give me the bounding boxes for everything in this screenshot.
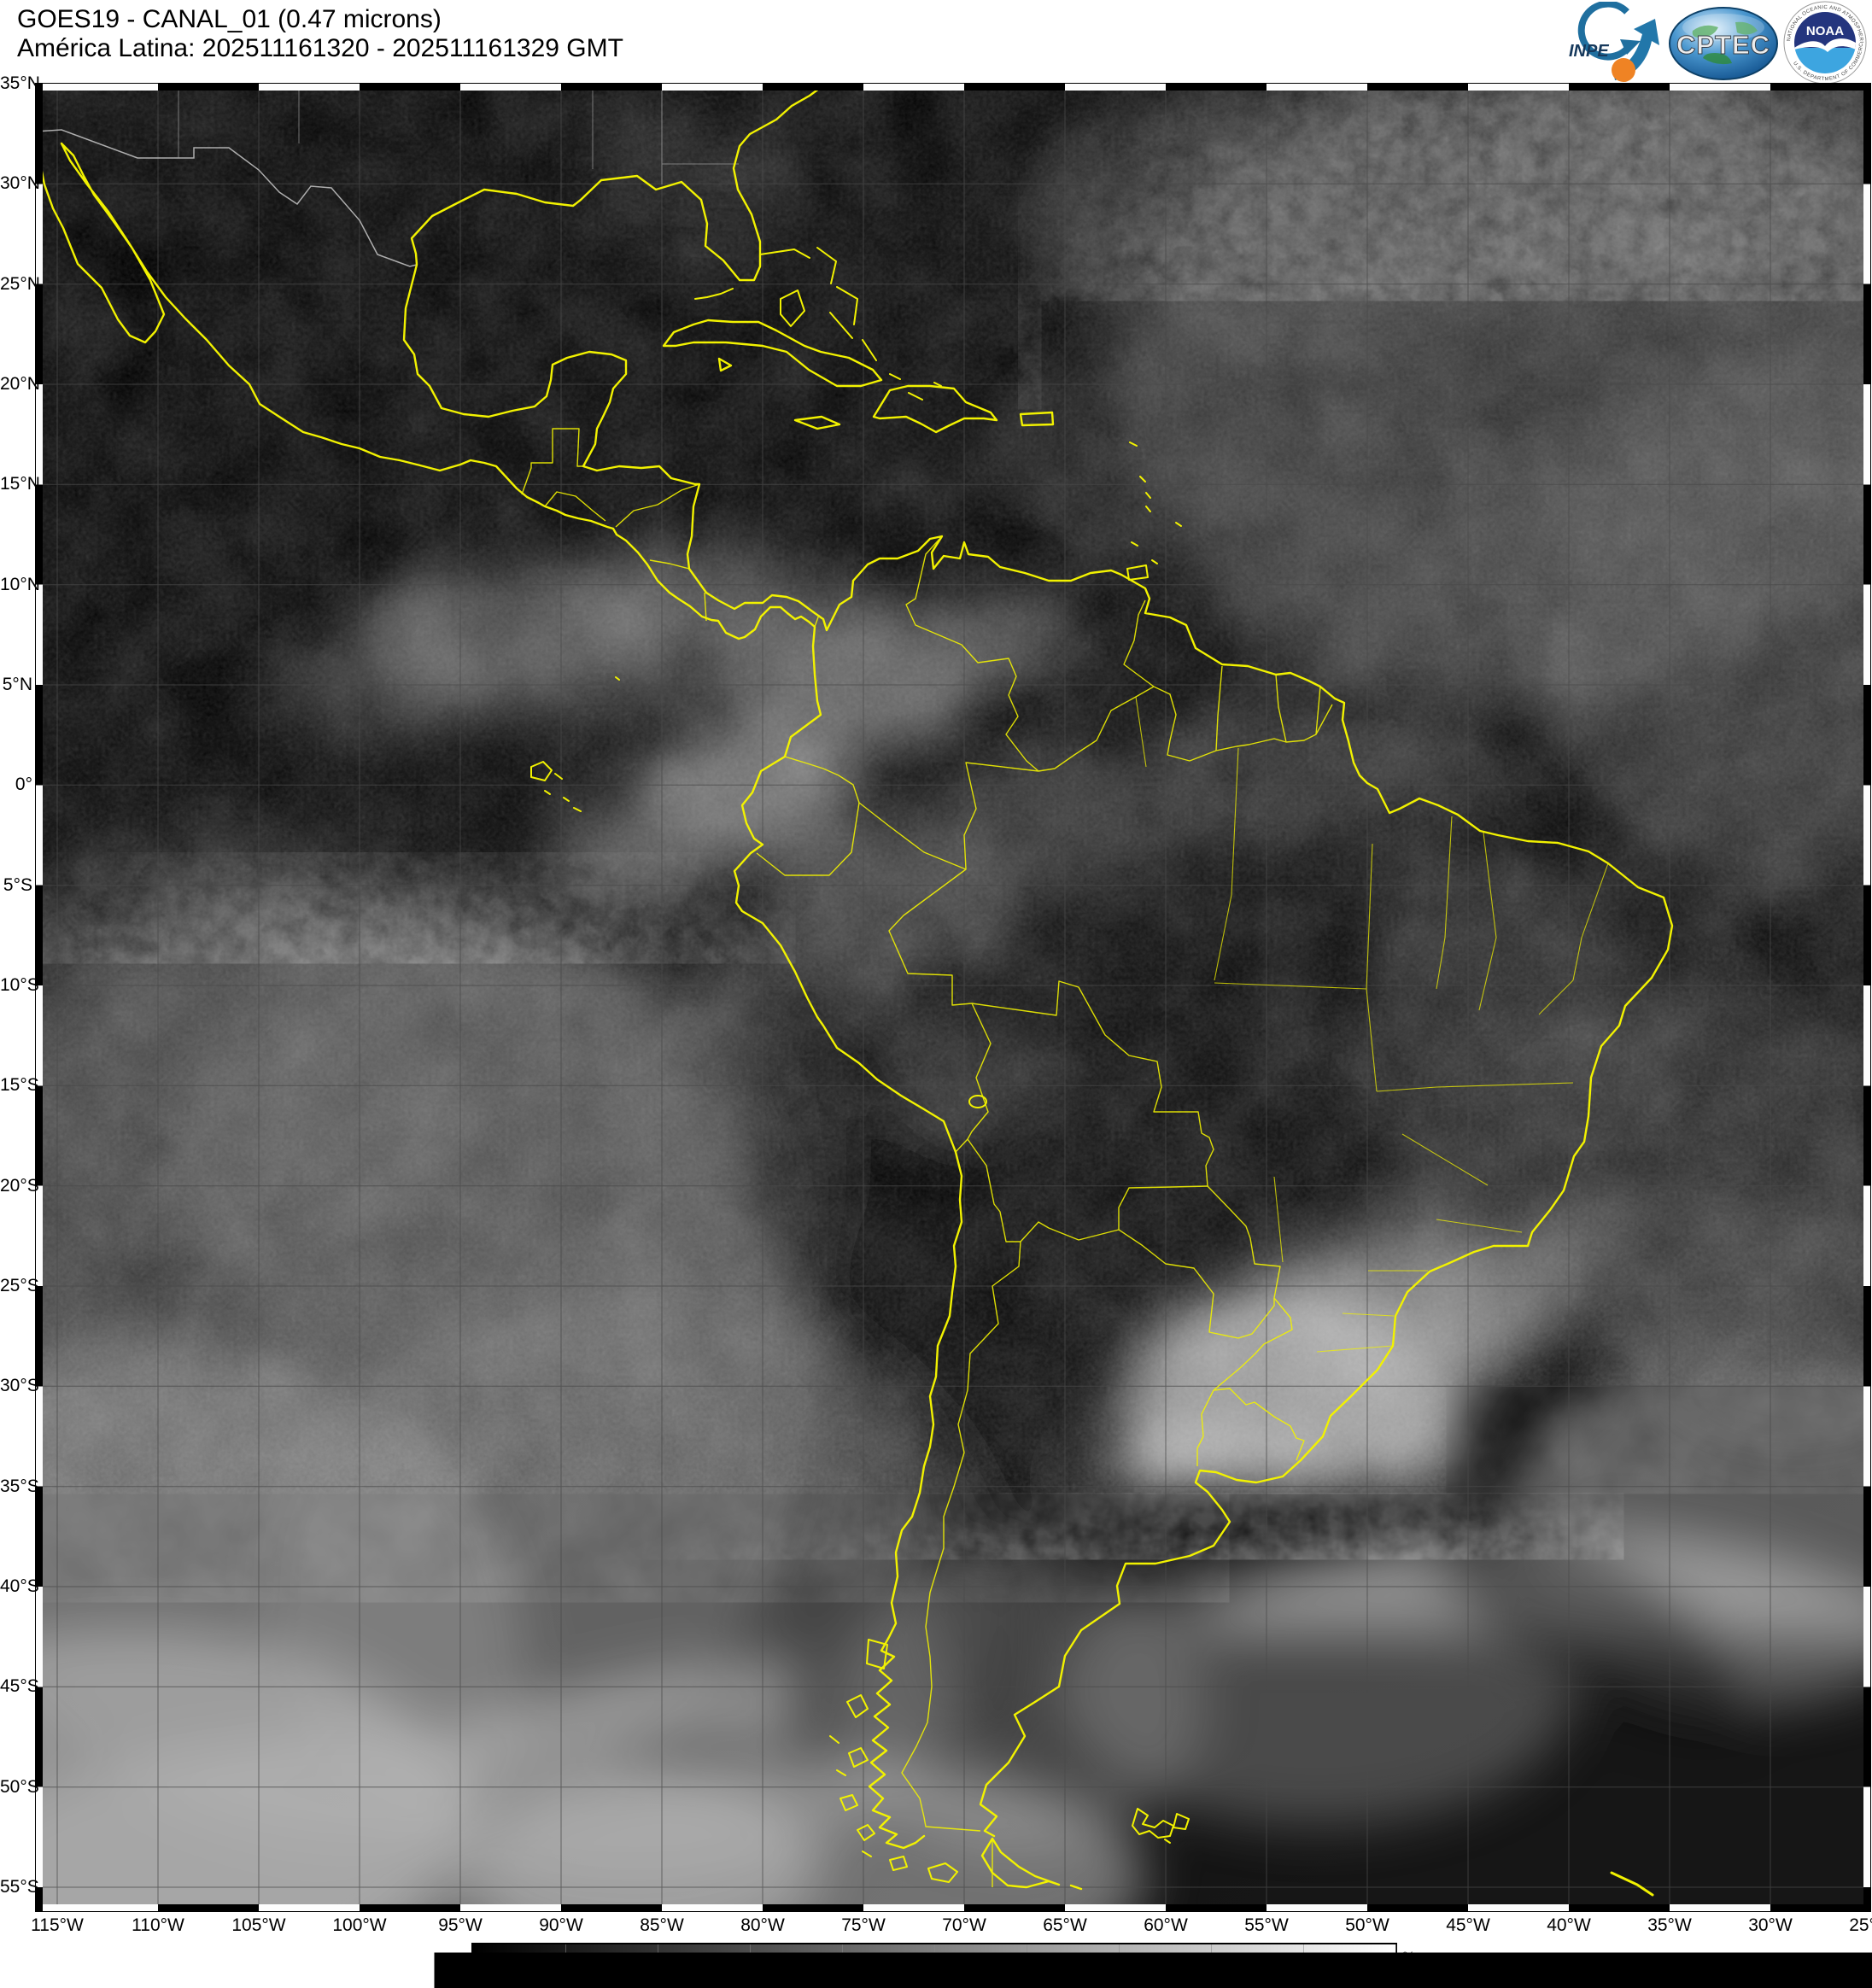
lon-label: 105°W bbox=[220, 1916, 297, 1935]
lat-label: 0° bbox=[0, 775, 32, 794]
colorbar-tick-label: 40 bbox=[815, 1969, 866, 1988]
colorbar-tick-mark bbox=[1303, 1944, 1304, 1968]
colorbar-tick-mark bbox=[1395, 1944, 1396, 1968]
colorbar-tick-mark bbox=[1119, 1944, 1120, 1968]
colorbar-tick-mark bbox=[750, 1944, 751, 1968]
colorbar-tick-label: 0 bbox=[446, 1969, 497, 1988]
colorbar-tick-mark bbox=[842, 1944, 843, 1968]
noaa-logo-text: NOAA bbox=[1806, 24, 1844, 38]
product-subtitle-timerange: América Latina: 202511161320 - 202511161… bbox=[17, 34, 623, 63]
lon-label: 115°W bbox=[19, 1916, 96, 1935]
lon-label: 70°W bbox=[926, 1916, 1003, 1935]
lon-label: 90°W bbox=[523, 1916, 600, 1935]
lat-label: 10°S bbox=[0, 976, 32, 995]
lat-label: 25°S bbox=[0, 1277, 32, 1295]
lon-label: 60°W bbox=[1127, 1916, 1204, 1935]
colorbar-tick-mark bbox=[934, 1944, 935, 1968]
satellite-image bbox=[36, 84, 1870, 1911]
lat-label: 20°S bbox=[0, 1177, 32, 1196]
lat-label: 40°S bbox=[0, 1577, 32, 1596]
lon-label: 65°W bbox=[1027, 1916, 1103, 1935]
cptec-logo: CPTEC bbox=[1667, 5, 1780, 86]
inpe-logo: INPE bbox=[1567, 2, 1668, 88]
lon-label: 40°W bbox=[1530, 1916, 1607, 1935]
lon-label: 30°W bbox=[1732, 1916, 1809, 1935]
colorbar-tick-mark bbox=[565, 1944, 566, 1968]
lat-label: 25°N bbox=[0, 275, 32, 294]
noaa-logo: NOAA NATIONAL OCEANIC AND ATMOSPHERIC AD… bbox=[1781, 1, 1869, 89]
lon-label: 100°W bbox=[321, 1916, 398, 1935]
lat-label: 45°S bbox=[0, 1677, 32, 1696]
colorbar-tick-label: 70 bbox=[1091, 1969, 1143, 1988]
lon-label: 110°W bbox=[120, 1916, 196, 1935]
colorbar-tick-label: 20 bbox=[630, 1969, 682, 1988]
colorbar-tick-mark bbox=[1211, 1944, 1212, 1968]
map-frame-top bbox=[36, 84, 1870, 91]
colorbar-tick-label: 50 bbox=[907, 1969, 958, 1988]
lat-label: 30°N bbox=[0, 174, 32, 193]
satellite-map-canvas bbox=[36, 84, 1870, 1911]
lat-label: 55°S bbox=[0, 1878, 32, 1897]
colorbar-tick-label: 80 bbox=[1184, 1969, 1235, 1988]
lat-label: 15°S bbox=[0, 1076, 32, 1095]
lon-label: 85°W bbox=[623, 1916, 700, 1935]
lon-label: 75°W bbox=[825, 1916, 902, 1935]
lat-label: 20°N bbox=[0, 375, 32, 394]
colorbar-tick-label: 100 bbox=[1368, 1969, 1419, 1988]
lon-label: 95°W bbox=[422, 1916, 499, 1935]
reflectance-colorbar bbox=[471, 1943, 1397, 1970]
lon-label: 45°W bbox=[1430, 1916, 1506, 1935]
lat-label: 35°S bbox=[0, 1477, 32, 1496]
map-frame-left bbox=[36, 84, 43, 1911]
inpe-logo-text: INPE bbox=[1569, 42, 1609, 61]
lon-label: 80°W bbox=[724, 1916, 801, 1935]
cloud-texture bbox=[36, 84, 1870, 1911]
lat-label: 15°N bbox=[0, 475, 32, 494]
lat-label: 30°S bbox=[0, 1377, 32, 1395]
lon-label: 55°W bbox=[1228, 1916, 1305, 1935]
lon-label: 35°W bbox=[1631, 1916, 1708, 1935]
lat-label: 5°S bbox=[0, 876, 32, 895]
satellite-product-page: { "header": { "line1": "GOES19 - CANAL_0… bbox=[0, 0, 1872, 1988]
map-frame-right bbox=[1863, 84, 1870, 1911]
cptec-logo-text: CPTEC bbox=[1676, 30, 1770, 60]
lat-label: 10°N bbox=[0, 576, 32, 594]
lat-label: 5°N bbox=[0, 675, 32, 694]
product-title: GOES19 - CANAL_01 (0.47 microns) bbox=[17, 5, 442, 34]
lon-label: 25°W bbox=[1833, 1916, 1872, 1935]
colorbar-tick-label: 10 bbox=[538, 1969, 589, 1988]
inpe-orange-dot-icon bbox=[1612, 58, 1635, 82]
colorbar-tick-label: 90 bbox=[1276, 1969, 1327, 1988]
colorbar-unit-label: % bbox=[1402, 1949, 1415, 1966]
colorbar-tick-label: 60 bbox=[999, 1969, 1050, 1988]
lat-label: 50°S bbox=[0, 1778, 32, 1797]
lon-label: 50°W bbox=[1329, 1916, 1406, 1935]
colorbar-tick-label: 30 bbox=[722, 1969, 774, 1988]
lat-label: 35°N bbox=[0, 74, 32, 93]
map-frame-bottom bbox=[36, 1904, 1870, 1911]
